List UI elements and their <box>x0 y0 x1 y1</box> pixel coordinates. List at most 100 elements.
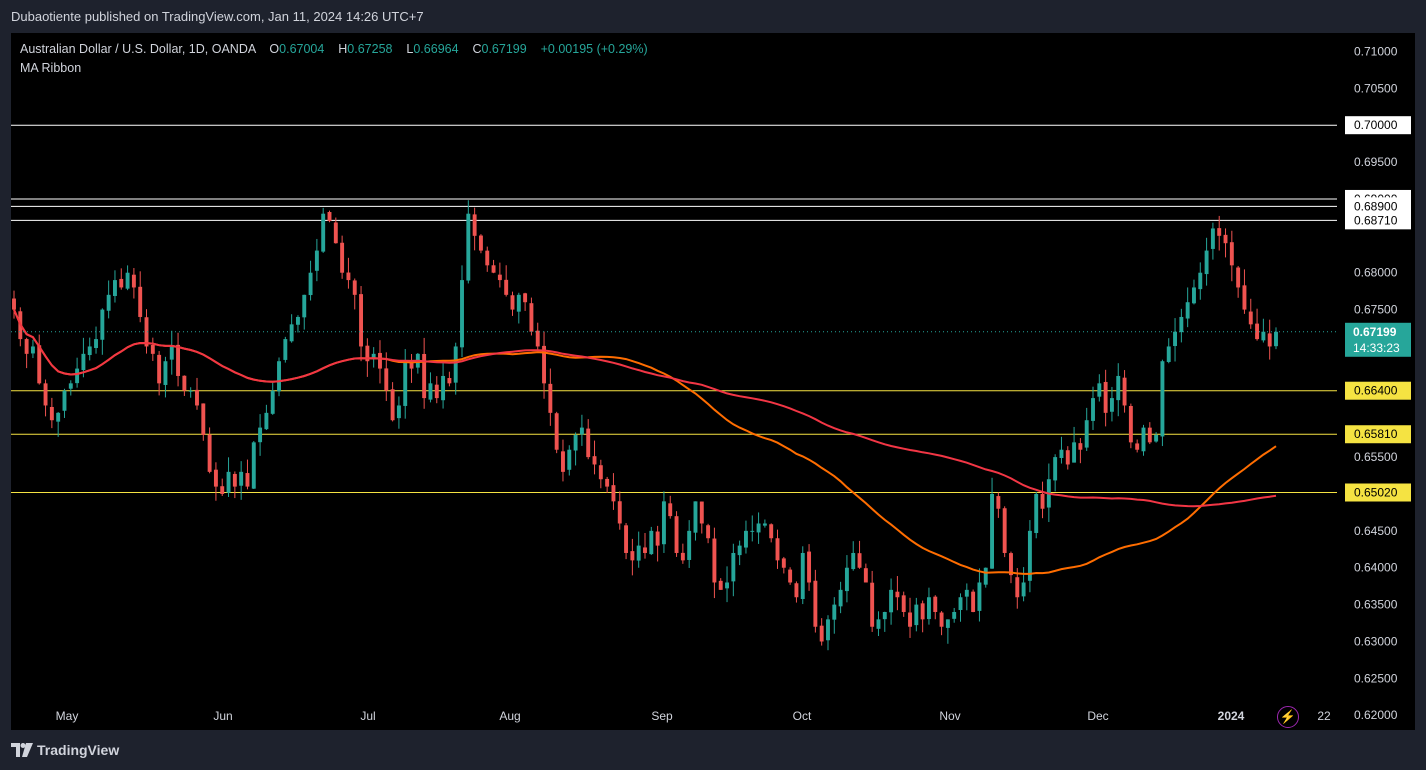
candle-body <box>939 612 944 627</box>
candle-body <box>687 530 692 560</box>
candle-body <box>1084 420 1089 448</box>
x-tick-label: Oct <box>793 709 812 723</box>
candle-body <box>977 582 982 611</box>
candle-body <box>49 406 54 421</box>
candle-body <box>1103 381 1108 413</box>
candle-body <box>283 339 288 360</box>
candle-body <box>403 361 408 406</box>
y-tick-label: 0.70500 <box>1354 81 1398 95</box>
candle-body <box>1034 493 1039 534</box>
candle-body <box>24 339 29 354</box>
candlestick-chart[interactable]: 0.71000 0.70500 0.69500 0.68000 0.67500 0.655… <box>11 33 1415 730</box>
candle-body <box>693 501 698 533</box>
candle-body <box>1072 442 1077 463</box>
candle-body <box>68 383 73 389</box>
close-value: 0.67199 <box>481 42 527 56</box>
candle-body <box>359 294 364 347</box>
candle-body <box>573 434 578 451</box>
candle-body <box>270 390 275 414</box>
open-label: O <box>269 42 280 56</box>
candle-body <box>542 345 546 384</box>
candle-body <box>100 309 105 340</box>
lightning-icon[interactable]: ⚡ <box>1277 706 1299 728</box>
candle-body <box>1179 316 1184 333</box>
candle-body <box>485 250 490 266</box>
candle-body <box>617 501 622 524</box>
candle-body <box>346 272 351 281</box>
x-tick-label: Nov <box>939 709 960 723</box>
candle-body <box>232 473 237 487</box>
y-tick-label: 0.64000 <box>1354 561 1398 575</box>
candle-body <box>674 516 679 553</box>
y-tick-label: 0.71000 <box>1354 44 1398 58</box>
indicator-label[interactable]: MA Ribbon <box>20 61 82 75</box>
candle-body <box>182 375 187 391</box>
candle-body <box>327 212 332 222</box>
candle-body <box>201 403 206 435</box>
candle-body <box>983 567 988 585</box>
candle-body <box>819 625 824 642</box>
candle-body <box>131 274 136 288</box>
candle-body <box>497 274 502 281</box>
price-level-badge-label: 0.68710 <box>1354 213 1398 227</box>
candle-body <box>371 353 376 360</box>
candle-body <box>605 478 610 487</box>
candle-body <box>106 294 111 311</box>
price-level-badge <box>1345 483 1411 502</box>
chart-legend: Australian Dollar / U.S. Dollar, 1D, OAN… <box>20 40 648 78</box>
candle-body <box>176 344 181 376</box>
countdown-label: 14:33:23 <box>1353 341 1400 355</box>
candle-body <box>75 368 80 384</box>
candle-body <box>579 427 584 435</box>
candle-body <box>1267 333 1272 347</box>
candle-body <box>655 531 660 546</box>
high-value: 0.67258 <box>347 42 393 56</box>
candle-body <box>636 545 641 561</box>
candle-body <box>62 390 67 411</box>
candle-body <box>510 295 515 310</box>
candle-body <box>428 383 433 400</box>
candle-body <box>876 619 881 629</box>
price-level-badge-label: 0.66400 <box>1354 384 1398 398</box>
price-level-badge-label: 0.68900 <box>1354 199 1398 213</box>
low-label: L <box>406 42 414 56</box>
candle-body <box>611 485 616 502</box>
candle-body <box>699 501 704 524</box>
candle-body <box>668 503 673 517</box>
candle-body <box>1223 234 1228 244</box>
y-tick-label: 0.69500 <box>1354 155 1398 169</box>
candle-body <box>1135 443 1140 450</box>
candle-body <box>857 553 862 568</box>
candle-body <box>769 524 774 539</box>
candle-body <box>321 213 326 252</box>
chart-area[interactable]: 0.71000 0.70500 0.69500 0.68000 0.67500 0.655… <box>11 33 1415 730</box>
header-bar: Dubaotiente published on TradingView.com… <box>0 0 1426 33</box>
candle-body <box>548 383 553 413</box>
candle-body <box>592 456 597 465</box>
y-tick-label: 0.62500 <box>1354 671 1398 685</box>
candle-body <box>308 272 313 296</box>
candle-body <box>731 552 736 582</box>
candle-body <box>1059 449 1064 459</box>
candle-body <box>882 611 887 620</box>
candle-body <box>844 567 849 592</box>
candle-body <box>807 551 812 583</box>
candle-body <box>163 361 168 385</box>
price-level-badge <box>1345 197 1411 216</box>
candle-body <box>990 493 995 569</box>
candle-body <box>813 580 818 627</box>
candle-body <box>1116 375 1121 401</box>
candle-body <box>706 525 711 539</box>
candle-body <box>453 346 458 383</box>
candle-body <box>971 591 976 612</box>
candle-body <box>781 558 786 568</box>
candle-body <box>529 303 534 332</box>
price-level-badge <box>1345 211 1411 230</box>
candle-body <box>744 530 748 548</box>
candle-body <box>245 473 250 487</box>
candle-body <box>441 375 446 401</box>
candle-body <box>1229 242 1234 266</box>
candle-body <box>1204 250 1209 275</box>
candle-body <box>1091 398 1095 421</box>
candle-body <box>680 552 685 561</box>
